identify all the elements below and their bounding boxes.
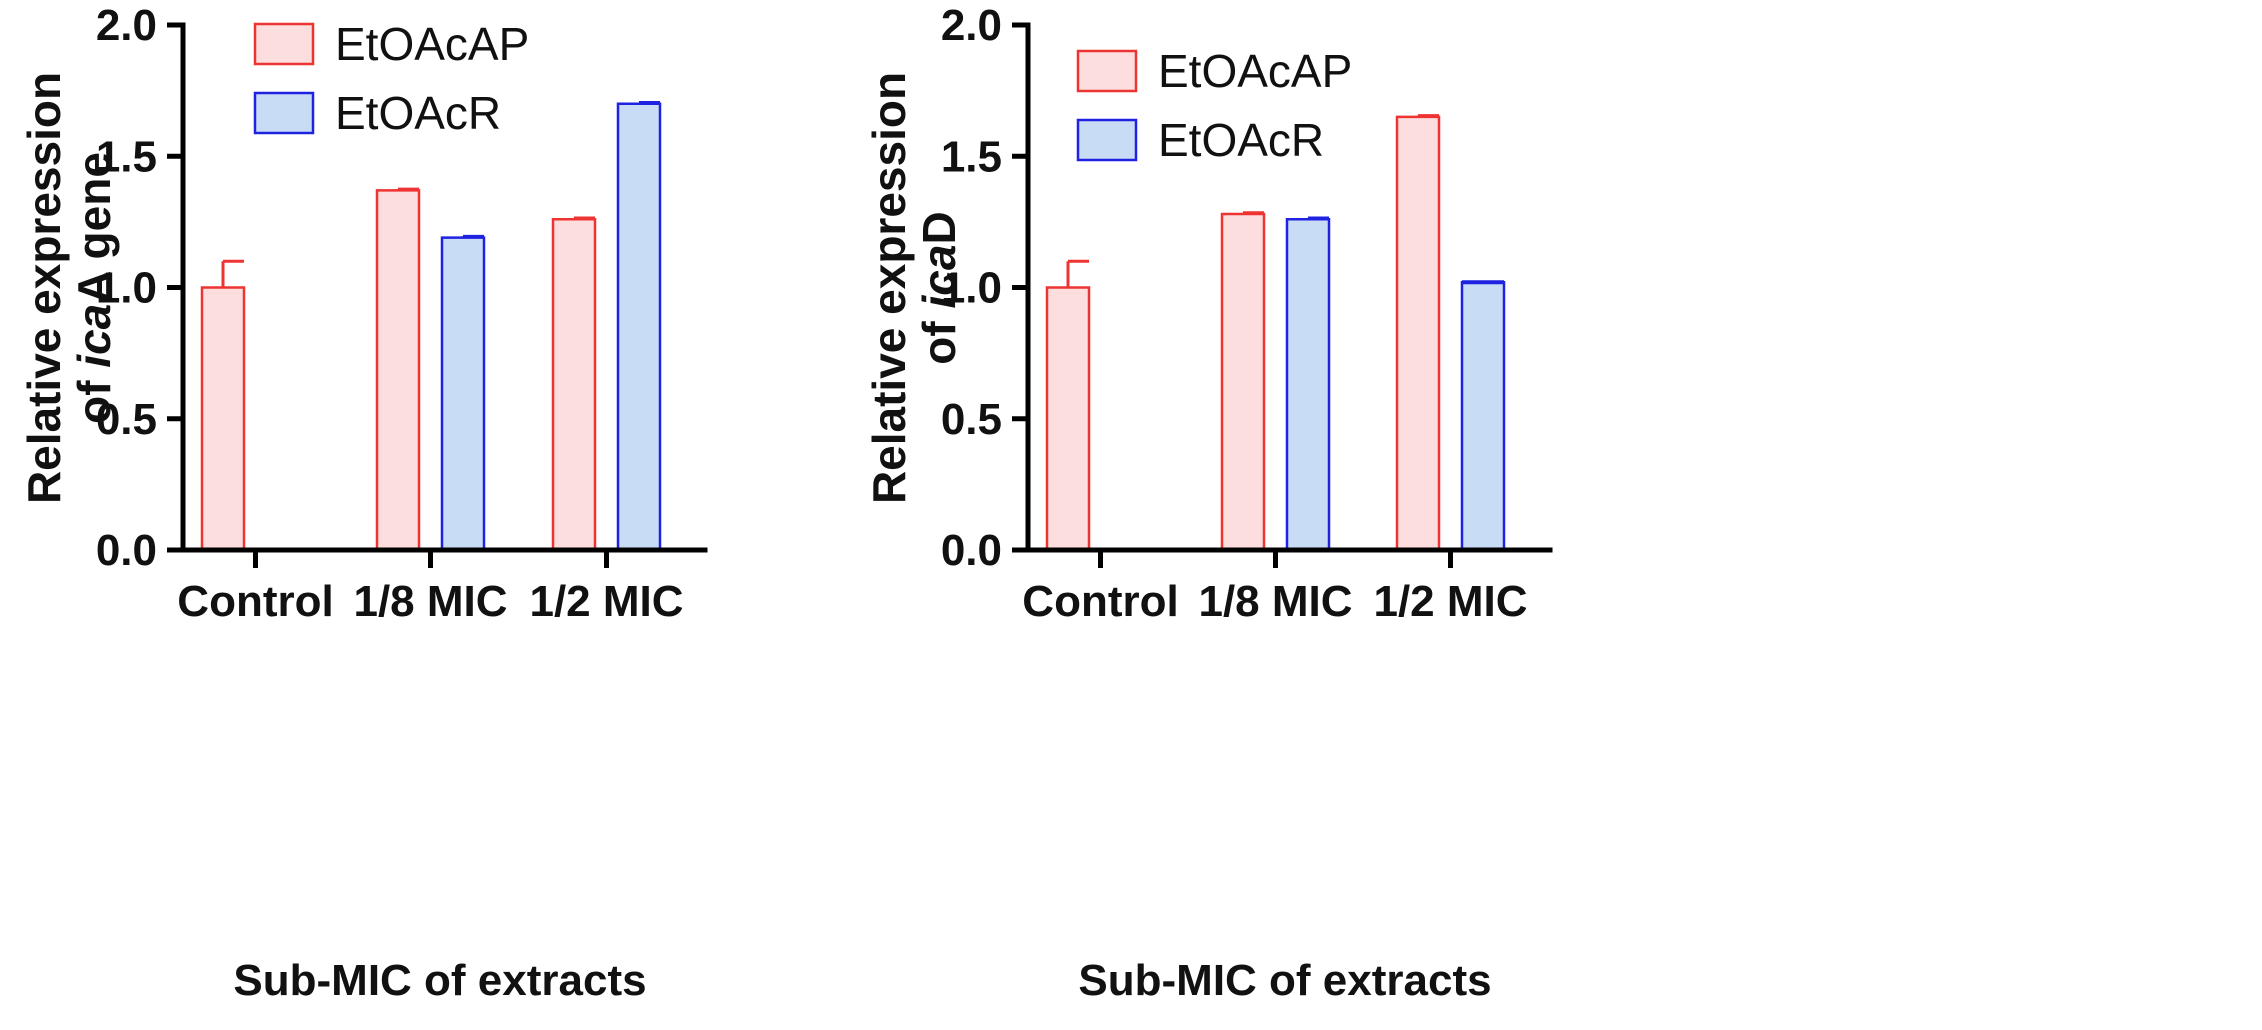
bar-etoacap-1-2-mic	[551, 218, 597, 552]
y-axis-title-gene-italic: ica	[68, 304, 120, 368]
chart-panel-icaA: Relative expression of icaA gene Sub-MIC…	[18, 1, 708, 1005]
y-axis-title-line1: Relative expression	[18, 72, 70, 504]
y-tick-label: 1.5	[96, 132, 157, 181]
x-axis-title: Sub-MIC of extracts	[1078, 956, 1491, 1005]
bars	[1045, 114, 1506, 552]
legend-swatch-etoacap	[1076, 49, 1138, 93]
x-tick-label: 1/8 MIC	[1198, 577, 1352, 626]
y-axis-title-prefix: of	[913, 308, 965, 364]
legend-label-etoacap: EtOAcAP	[335, 18, 529, 70]
bar-etoacap-control	[200, 286, 246, 552]
y-tick-label: 0.0	[941, 526, 1002, 575]
x-tick-label: Control	[1022, 577, 1178, 626]
y-axis-title-line1: Relative expression	[863, 72, 915, 504]
y-tick-label: 0.5	[96, 395, 157, 444]
x-tick-label: 1/8 MIC	[353, 577, 507, 626]
y-axis-title: Relative expression of icaA gene	[18, 72, 120, 504]
bar-etoacr-1-2-mic	[616, 102, 662, 552]
bar-etoacap-1-8-mic	[1220, 212, 1266, 552]
bars	[200, 100, 662, 552]
y-tick-label: 1.5	[941, 132, 1002, 181]
chart-panel-icaD: Relative expression of icaD Sub-MIC of e…	[863, 1, 1553, 1005]
y-axis-title-gene-italic: ica	[913, 245, 965, 309]
y-tick-label: 0.5	[941, 395, 1002, 444]
bar-etoacr-1-8-mic	[440, 236, 486, 552]
y-axis-title-prefix: of	[68, 368, 120, 424]
y-tick-label: 1.0	[96, 264, 157, 313]
legend-swatch-etoacr	[1076, 118, 1138, 162]
y-axis-title-suffix: D	[913, 211, 965, 244]
legend-swatch-etoacr	[253, 91, 315, 135]
y-tick-label: 1.0	[941, 264, 1002, 313]
x-tick-label: 1/2 MIC	[529, 577, 683, 626]
y-tick-label: 2.0	[96, 1, 157, 50]
bar-etoacr-1-2-mic	[1460, 281, 1506, 552]
legend-swatch-etoacap	[253, 22, 315, 66]
legend-label-etoacr: EtOAcR	[335, 87, 501, 139]
y-axis-title-line2: of icaA gene	[68, 152, 120, 424]
y-axis-title: Relative expression of icaD	[863, 72, 965, 504]
x-tick-label: 1/2 MIC	[1373, 577, 1527, 626]
bar-etoacap-1-2-mic	[1395, 115, 1441, 552]
bar-etoacap-1-8-mic	[375, 189, 421, 552]
y-tick-label: 2.0	[941, 1, 1002, 50]
y-axis-title-line2: of icaD	[913, 211, 965, 364]
y-axis-title-suffix: A gene	[68, 152, 120, 304]
legend: EtOAcAP EtOAcR	[1076, 45, 1352, 166]
x-axis-title: Sub-MIC of extracts	[233, 956, 646, 1005]
bar-etoacap-control	[1045, 286, 1091, 552]
y-tick-label: 0.0	[96, 526, 157, 575]
legend-label-etoacap: EtOAcAP	[1158, 45, 1352, 97]
x-tick-label: Control	[177, 577, 333, 626]
bar-etoacr-1-8-mic	[1285, 218, 1331, 552]
legend: EtOAcAP EtOAcR	[253, 18, 529, 139]
legend-label-etoacr: EtOAcR	[1158, 114, 1324, 166]
